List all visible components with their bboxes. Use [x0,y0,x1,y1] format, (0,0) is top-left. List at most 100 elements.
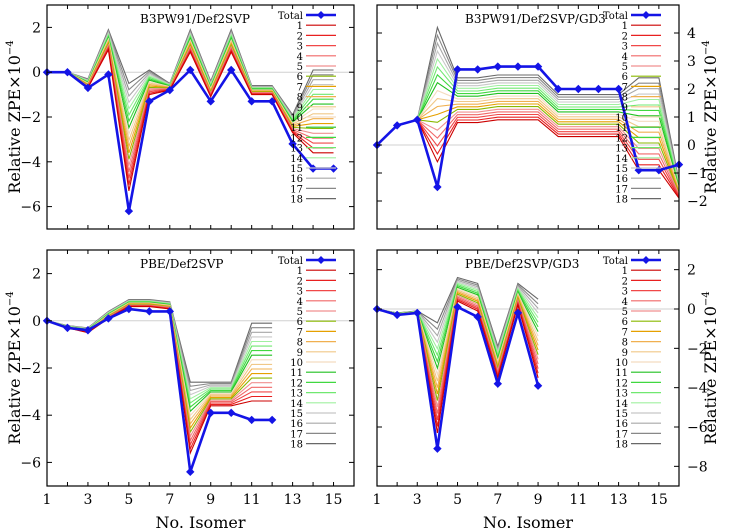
x-tick-label: 11 [569,492,587,508]
total-point [453,65,462,74]
legend-label: 13 [290,144,303,155]
total-point [83,83,93,93]
y-tick-label: −6 [20,455,41,471]
legend-label: 3 [297,287,303,298]
legend-label: 15 [290,409,303,420]
y-axis-label-text: Relative ZPE×10 [5,55,24,194]
y-tick-label: 2 [687,82,696,98]
legend-label: 17 [290,184,303,195]
legend-label: 11 [615,123,628,134]
series-line-total [46,307,273,473]
total-point [493,62,502,71]
plot-frame [376,249,680,487]
legend-label: 7 [622,82,628,93]
y-tick-label: −2 [20,110,41,126]
total-point [473,65,482,74]
total-point [473,312,482,322]
legend-label: 1 [622,21,628,32]
y-tick-label: 3 [687,54,696,70]
series-line-total [376,305,540,449]
y-tick-label: −2 [687,341,708,357]
legend-label: 9 [622,348,628,359]
y-tick-label: 2 [32,267,41,283]
x-tick-label: 5 [453,492,462,508]
y-axis-label-exponent: −4 [5,40,16,55]
total-point [145,97,154,106]
total-point [186,467,195,477]
total-point [654,166,664,175]
legend-label: 10 [290,358,303,369]
series-line-13 [46,301,273,404]
x-tick-label: 7 [165,492,174,508]
total-point [83,326,93,335]
chart-title: B3PW91/Def2SVP/GD3 [465,12,606,26]
y-tick-label: −2 [20,361,41,377]
legend-label: 18 [290,440,303,451]
legend-label: 14 [615,399,628,410]
series-line-5 [376,108,680,195]
legend-label: 17 [615,184,628,195]
x-tick-label: 9 [534,492,543,508]
series-line-13 [376,65,680,187]
x-tick-label: 9 [206,492,215,508]
legend-label: 2 [297,276,303,287]
y-axis-label-exponent: −4 [701,40,712,55]
y-axis-label-text: Relative ZPE×10 [701,306,720,445]
legend-label: 15 [615,164,628,175]
y-axis-label: Relative ZPE×10−4 [5,40,24,193]
total-point [63,68,72,77]
legend-label: 8 [297,338,303,349]
total-point [513,62,523,71]
legend-label: 16 [290,419,303,430]
y-tick-label: −2 [687,194,708,210]
y-axis-label: Relative ZPE×10−4 [701,40,720,193]
total-point [227,408,236,418]
legend-label: 12 [290,133,303,144]
legend-label: 12 [615,133,628,144]
legend-label: 1 [297,21,303,32]
y-axis-label-text: Relative ZPE×10 [701,55,720,194]
y-tick-label: 2 [32,20,41,36]
total-point [165,307,174,316]
series-line-9 [376,98,680,191]
total-point [186,65,195,75]
legend-label: 8 [622,338,628,349]
legend-label: 14 [290,154,303,165]
legend-label: 12 [290,378,303,389]
y-tick-label: −1 [687,166,708,182]
series-line-17 [376,33,680,183]
series-line-11 [46,301,273,413]
legend-label: 16 [615,419,628,430]
legend-label: 18 [615,440,628,451]
x-tick-label: 11 [243,492,261,508]
series-line-1 [376,119,680,199]
total-point [206,97,215,106]
total-point [413,115,422,124]
legend-label: 7 [297,82,303,93]
total-point [227,65,236,75]
x-tick-label: 13 [284,492,302,508]
series-line-3 [376,113,680,197]
y-axis-label: Relative ZPE×10−4 [5,291,24,444]
series-line-11 [376,81,680,189]
legend-label: 11 [290,368,303,379]
y-tick-label: 0 [687,138,696,154]
y-tick-label: 1 [687,110,696,126]
series-line-18 [376,25,680,182]
x-axis-label: No. Isomer [483,513,573,531]
y-tick-label: 4 [687,26,696,42]
y-tick-label: 0 [687,302,696,318]
y-tick-label: −4 [20,155,41,171]
legend-label: 5 [622,307,628,318]
total-point [433,444,442,453]
legend-label: 10 [290,113,303,124]
legend-label-total: Total [278,11,303,22]
series-line-4 [376,111,680,196]
legend-label: 6 [297,72,303,83]
y-axis-label-exponent: −4 [5,291,16,306]
x-tick-label: 13 [610,492,628,508]
total-point [614,84,623,94]
legend-label: 5 [622,62,628,73]
